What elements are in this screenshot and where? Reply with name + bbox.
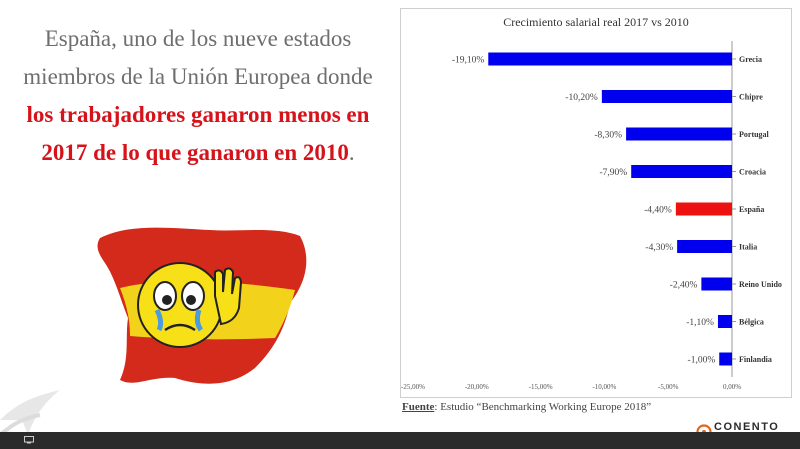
category-label: Chipre — [739, 93, 763, 102]
value-label: -4,40% — [644, 206, 672, 216]
headline: España, uno de los nueve estados miembro… — [18, 20, 378, 172]
bar-bélgica — [717, 315, 732, 328]
category-label: Bélgica — [739, 318, 764, 327]
value-label: -19,10% — [452, 56, 485, 66]
value-label: -1,10% — [686, 318, 714, 328]
source-text: : Estudio “Benchmarking Working Europe 2… — [434, 401, 652, 413]
headline-highlight: los trabajadores ganaron menos en 2017 d… — [26, 102, 370, 165]
bottom-bar — [0, 432, 800, 449]
category-label: Finlandia — [739, 355, 772, 364]
source-label: Fuente — [402, 401, 435, 413]
value-label: -4,30% — [645, 243, 673, 253]
headline-end: . — [348, 140, 355, 165]
category-label: Reino Unido — [739, 280, 782, 289]
category-label: Portugal — [739, 130, 770, 139]
chart-title: Crecimiento salarial real 2017 vs 2010 — [503, 15, 689, 29]
x-tick-label: -25,00% — [401, 383, 425, 391]
x-tick-label: 0,00% — [723, 383, 741, 391]
arrow-deco-icon — [0, 390, 60, 437]
source-note: Fuente: Estudio “Benchmarking Working Eu… — [402, 401, 651, 413]
bar-españa — [675, 202, 732, 216]
x-tick-label: -10,00% — [592, 383, 616, 391]
bar-italia — [677, 240, 732, 253]
chart-panel: Grecia -19,10% Chipre -10,20% Portugal -8,30%… — [400, 8, 792, 398]
value-label: -1,00% — [688, 356, 716, 366]
x-tick-label: -15,00% — [529, 383, 553, 391]
value-label: -10,20% — [565, 93, 598, 103]
bar-grecia — [488, 52, 732, 66]
spain-map-crying-emoji-icon — [97, 227, 307, 384]
bar-portugal — [626, 127, 732, 141]
value-label: -7,90% — [599, 168, 627, 178]
bar-chipre — [601, 90, 732, 103]
value-label: -2,40% — [670, 281, 698, 291]
category-label: Grecia — [739, 55, 762, 64]
brand-name: CONENTO — [714, 421, 780, 433]
x-tick-label: -20,00% — [465, 383, 489, 391]
bar-finlandia — [719, 352, 732, 366]
category-label: España — [739, 205, 764, 214]
headline-text: España, uno de los nueve estados miembro… — [23, 26, 373, 89]
category-label: Italia — [739, 243, 757, 252]
bar-croacia — [631, 165, 732, 178]
value-label: -8,30% — [594, 131, 622, 141]
bar-chart: Grecia -19,10% Chipre -10,20% Portugal -8,30%… — [401, 41, 782, 391]
bar-reino-unido — [701, 277, 732, 291]
x-tick-label: -5,00% — [658, 383, 679, 391]
category-label: Croacia — [739, 168, 766, 177]
crying-emoji — [137, 262, 243, 348]
monitor-icon[interactable] — [24, 436, 34, 444]
